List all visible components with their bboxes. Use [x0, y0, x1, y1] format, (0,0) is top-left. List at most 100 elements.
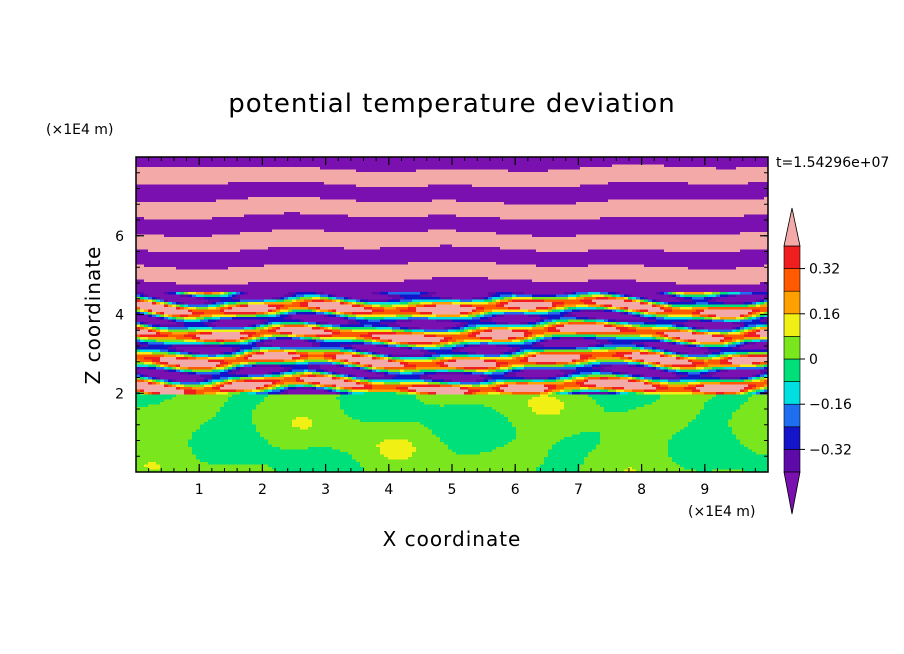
field-cell — [572, 372, 581, 376]
field-cell — [368, 369, 373, 373]
field-cell — [348, 359, 389, 363]
field-cell — [480, 452, 549, 456]
field-cell — [624, 309, 629, 313]
field-cell — [700, 382, 721, 386]
field-cell — [680, 294, 685, 298]
field-cell — [136, 172, 768, 176]
field-cell — [564, 314, 577, 318]
field-cell — [696, 344, 701, 348]
field-cell — [640, 309, 649, 313]
field-cell — [644, 379, 649, 383]
field-cell — [196, 457, 353, 461]
field-cell — [136, 204, 768, 208]
field-cell — [140, 389, 145, 393]
field-cell — [500, 412, 537, 416]
field-cell — [584, 459, 673, 463]
field-cell — [596, 402, 653, 406]
field-cell — [432, 377, 485, 381]
field-cell — [160, 359, 209, 363]
field-cell — [200, 314, 213, 318]
field-cell — [572, 312, 621, 316]
field-cell — [372, 352, 377, 356]
field-cell — [688, 352, 705, 356]
field-cell — [544, 457, 585, 461]
field-cell — [204, 392, 217, 396]
field-cell — [688, 344, 697, 348]
field-cell — [308, 322, 317, 326]
field-cell — [312, 299, 325, 303]
field-cell — [232, 354, 237, 358]
field-cell — [168, 334, 185, 338]
field-cell — [640, 352, 649, 356]
field-cell — [260, 402, 341, 406]
field-cell — [212, 374, 249, 378]
field-cell — [408, 304, 417, 308]
field-cell — [212, 377, 221, 381]
field-cell — [136, 454, 197, 458]
field-cell — [744, 444, 768, 448]
field-cell — [168, 314, 173, 318]
field-cell — [460, 327, 465, 331]
field-cell — [500, 367, 509, 371]
field-cell — [224, 342, 241, 346]
field-cell — [440, 339, 449, 343]
field-cell — [232, 294, 237, 298]
field-cell — [316, 334, 333, 338]
field-cell — [344, 352, 353, 356]
field-cell — [752, 449, 768, 453]
field-cell — [704, 332, 709, 336]
field-cell — [524, 337, 529, 341]
field-cell — [340, 317, 345, 321]
field-cell — [360, 464, 541, 468]
field-cell — [632, 309, 637, 313]
field-cell — [152, 329, 157, 333]
field-cell — [556, 397, 593, 401]
field-cell — [440, 244, 453, 248]
field-cell — [592, 294, 605, 298]
field-cell — [612, 369, 661, 373]
field-cell — [368, 379, 373, 383]
y-axis: 246 — [115, 172, 768, 457]
colorbar-swatch — [783, 449, 801, 473]
field-cell — [344, 364, 349, 368]
field-cell — [764, 374, 768, 378]
field-cell — [264, 437, 441, 441]
field-cell — [676, 342, 681, 346]
field-cell — [516, 429, 681, 433]
field-cell — [316, 309, 321, 313]
field-cell — [272, 339, 305, 343]
field-cell — [456, 229, 768, 233]
field-cell — [136, 177, 768, 181]
field-cell — [744, 469, 768, 472]
field-cell — [336, 374, 341, 378]
field-cell — [340, 332, 369, 336]
field-cell — [348, 319, 357, 323]
field-cell — [372, 384, 413, 388]
field-cell — [144, 327, 149, 331]
field-cell — [532, 354, 537, 358]
field-cell — [604, 304, 613, 308]
field-cell — [760, 372, 765, 376]
field-cell — [596, 444, 669, 448]
field-cell — [196, 454, 353, 458]
field-cell — [280, 387, 285, 391]
field-cell — [136, 269, 768, 273]
field-cell — [500, 354, 509, 358]
field-cell — [224, 292, 229, 296]
field-cell — [588, 374, 617, 378]
field-cell — [220, 307, 229, 311]
field-cell — [328, 294, 333, 298]
field-cell — [524, 377, 549, 381]
field-cell — [164, 314, 169, 318]
field-cell — [388, 342, 397, 346]
field-cell — [508, 364, 513, 368]
field-cell — [484, 377, 493, 381]
field-cell — [612, 164, 665, 168]
field-cell — [596, 317, 641, 321]
field-cell — [756, 324, 765, 328]
field-cell — [284, 382, 309, 386]
field-cell — [220, 342, 225, 346]
field-cell — [740, 439, 768, 443]
field-cell — [544, 337, 553, 341]
field-cell — [724, 342, 729, 346]
